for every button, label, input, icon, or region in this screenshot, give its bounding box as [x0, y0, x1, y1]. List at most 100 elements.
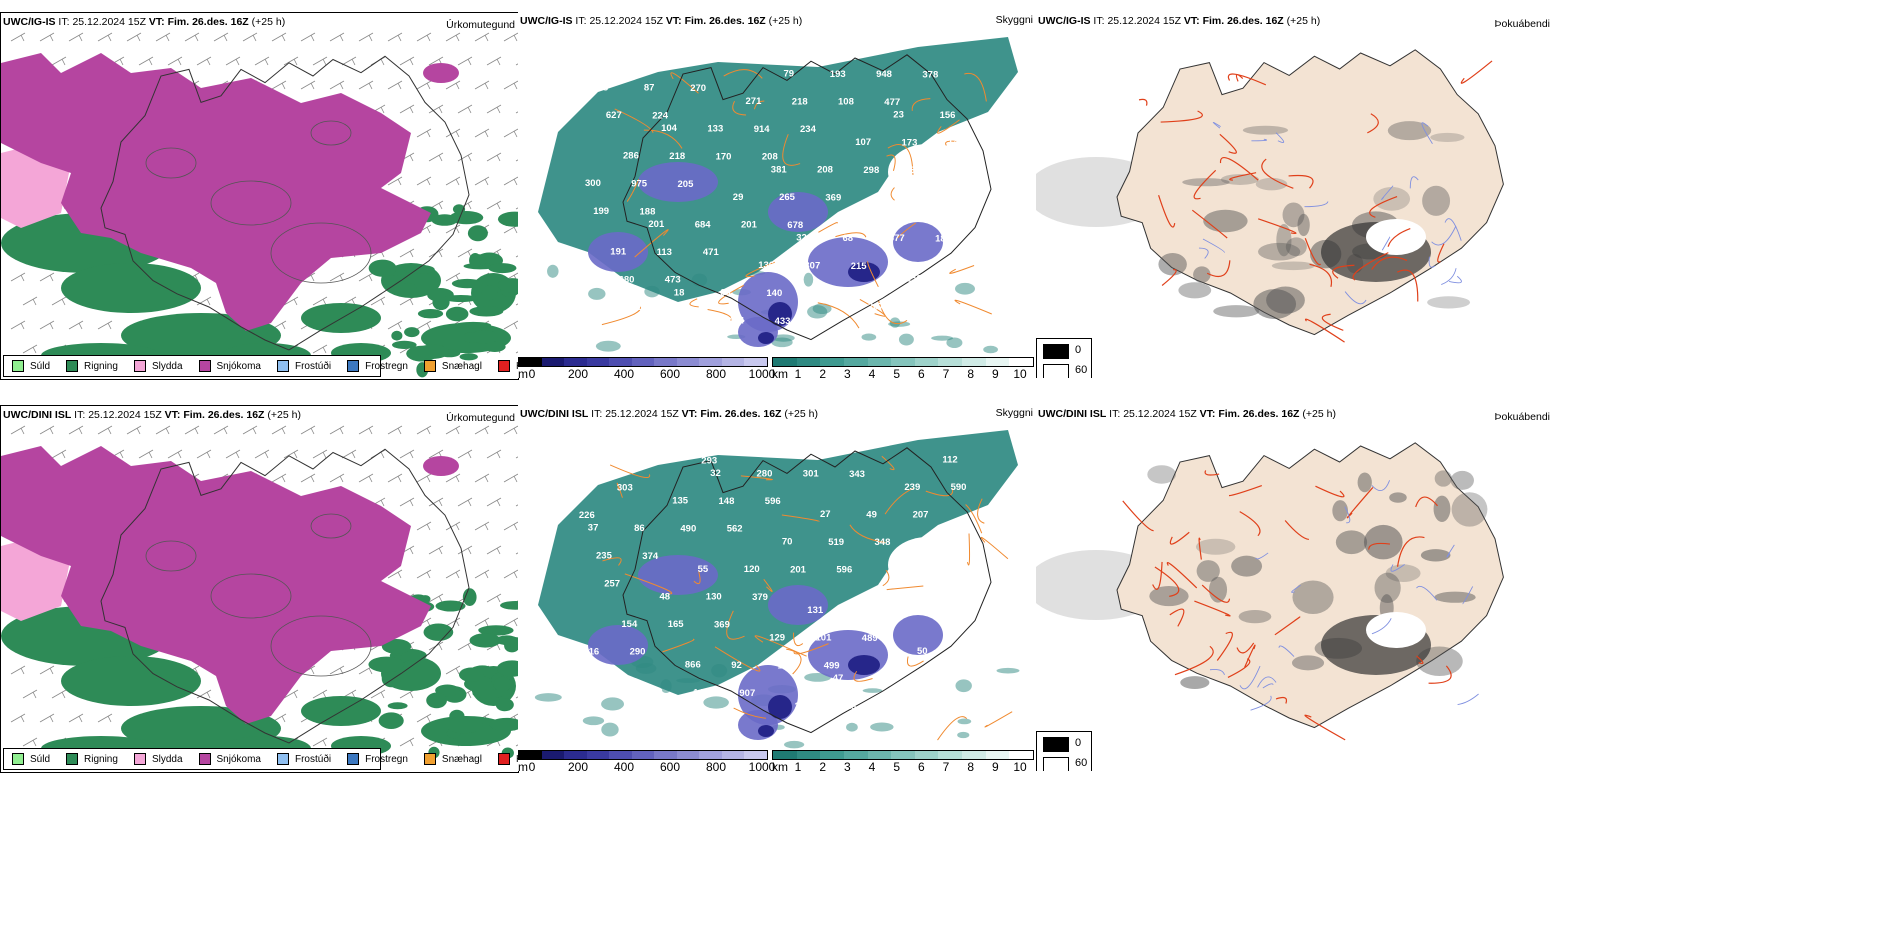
low-visibility-area [538, 37, 1018, 302]
visibility-tick-label: 9 [991, 760, 999, 771]
road [733, 707, 767, 719]
clear-area [888, 144, 968, 200]
visibility-value-label: 47 [833, 673, 844, 684]
colorbar-swatch [773, 358, 797, 366]
road [634, 229, 669, 258]
fog-shading [1178, 282, 1212, 299]
colorbar-swatch [699, 358, 722, 366]
wind-barb [283, 56, 299, 66]
wind-barb [474, 80, 490, 90]
visibility-value-label: 165 [668, 619, 685, 630]
visibility-value-label: 297 [655, 455, 671, 466]
visibility-value-label: 191 [610, 247, 627, 258]
glacier-outline [310, 120, 352, 146]
wind-barb [22, 737, 38, 747]
road [670, 72, 699, 94]
rain-area [61, 656, 201, 706]
wind-barb [486, 104, 502, 114]
wind-barb [22, 344, 38, 354]
visibility-value-label: 113 [657, 247, 672, 258]
visibility-unit: km [772, 760, 788, 771]
river [1212, 121, 1221, 129]
valid-time: Fim. 26.des. 16Z [167, 16, 249, 28]
valid-time: Fim. 26.des. 16Z [1218, 408, 1300, 420]
colorbar-swatch [654, 751, 677, 759]
low-visibility-area [955, 679, 972, 693]
river [1444, 218, 1462, 241]
visibility-tick-label: 6 [917, 760, 925, 771]
wind-barb [486, 545, 502, 555]
rain-area [426, 692, 447, 709]
cloud-base-area [758, 332, 774, 344]
legend-swatch [276, 753, 289, 765]
wind-barb [358, 272, 374, 282]
rain-area [378, 712, 404, 729]
road [1236, 642, 1255, 654]
colorbar-swatch [843, 751, 868, 759]
cloud-base-area [768, 192, 828, 232]
road [884, 487, 914, 515]
visibility-value-label: 98 [598, 82, 609, 93]
visibility-panel-2: 499 293 226 596 369 596 343 562 257 489 907 303 348 3… [518, 405, 1036, 771]
wind-barb [196, 689, 212, 699]
river [1416, 585, 1438, 601]
visibility-tick-label: 10 [1013, 760, 1027, 771]
road [1288, 174, 1314, 189]
precip-legend-2: Súld Rigning Slydda Snjókoma Frostúði Frostre… [3, 748, 518, 770]
low-visibility-area [595, 340, 621, 352]
colorbar-swatch [676, 751, 700, 759]
rain-area [493, 676, 512, 692]
rain-area [469, 252, 482, 269]
legend-swatch [347, 360, 360, 372]
fog-map-2 [1036, 405, 1554, 771]
colorbar-swatch [796, 358, 821, 366]
wind-barb [300, 425, 316, 435]
river [1381, 185, 1394, 200]
road [754, 635, 807, 657]
road [1235, 74, 1244, 82]
wind-barb [457, 449, 473, 459]
visibility-value-label: 939 [813, 288, 829, 299]
fog-shading [1389, 492, 1407, 503]
wind-barb [22, 296, 38, 306]
low-visibility-area [870, 722, 894, 732]
visibility-value-label: 203 [647, 687, 663, 698]
road [1346, 487, 1374, 519]
road [1397, 269, 1419, 302]
wind-barb [474, 617, 490, 627]
visibility-value-label: 975 [631, 179, 648, 190]
legend-swatch [198, 753, 211, 765]
road [1160, 110, 1203, 123]
rain-area [481, 285, 498, 301]
legend-label: Frostúði [294, 753, 332, 765]
visibility-value-label: 104 [661, 123, 678, 134]
wind-barb [474, 32, 490, 42]
visibility-value-label: 286 [623, 151, 639, 162]
road [763, 578, 773, 593]
legend-label: Snæhagl [441, 360, 482, 372]
wind-barb [428, 497, 444, 507]
wind-barb [445, 224, 461, 234]
low-visibility-area [644, 285, 660, 298]
wind-barb [155, 425, 171, 435]
legend-swatch [276, 360, 289, 372]
visibility-colorbar-swatches [772, 750, 1034, 760]
rain-area [478, 626, 498, 634]
wind-barb [39, 320, 55, 330]
legend-item-snjókoma: Snjókoma [198, 753, 261, 765]
visibility-value-label: 168 [927, 206, 943, 217]
valid-label: VT: [164, 409, 181, 421]
legend-swatch [423, 360, 436, 372]
colorbar-swatch [796, 751, 821, 759]
fog-index-panel-2: UWC/DINI ISL IT: 25.12.2024 15Z VT: Fim.… [1036, 405, 1554, 771]
visibility-value-label: 101 [816, 633, 833, 644]
road [818, 222, 838, 233]
glacier-outline [145, 540, 197, 572]
wind-barb [503, 425, 518, 435]
visibility-value-label: 369 [825, 192, 841, 203]
glacier-outline [145, 147, 197, 179]
wind-barb [474, 176, 490, 186]
legend-swatch [133, 753, 146, 765]
wind-barb [387, 320, 403, 330]
fog-map-1 [1036, 12, 1554, 378]
